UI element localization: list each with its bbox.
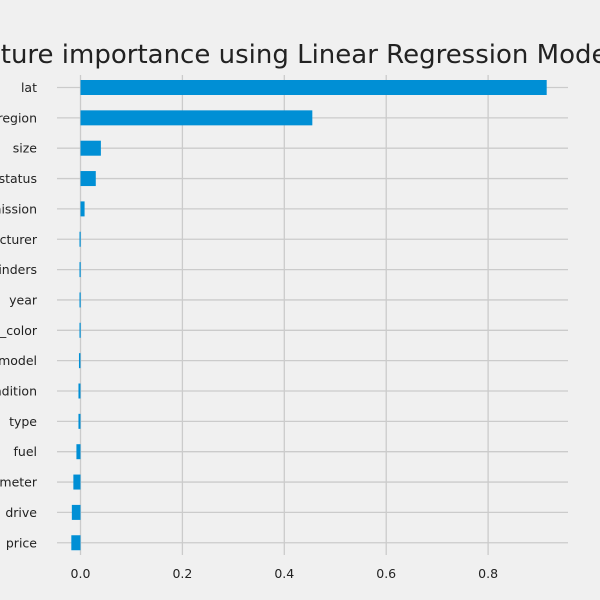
bar-year [79, 292, 81, 308]
chart-title: Feature importance using Linear Regressi… [0, 40, 600, 70]
bar-paint-color [79, 322, 81, 338]
y-tick-label: paint_color [0, 323, 38, 338]
bar-size [80, 140, 101, 156]
y-tick-label: transmission [0, 201, 37, 216]
x-tick-label: 0.0 [71, 566, 91, 581]
y-tick-label: region [0, 110, 37, 125]
y-tick-label: manufacturer [0, 232, 38, 247]
bar-price [71, 535, 81, 551]
y-tick-label: size [13, 141, 38, 156]
bar-drive [71, 504, 81, 520]
bars [71, 80, 547, 551]
bar-cylinders [79, 262, 81, 278]
bar-condition [78, 383, 81, 399]
bar-fuel [76, 444, 81, 460]
bar-lat [80, 80, 547, 95]
bar-odometer [73, 474, 81, 490]
bar-region [80, 110, 313, 126]
y-tick-label: title_status [0, 171, 37, 186]
bar-manufacturer [79, 231, 81, 247]
y-tick-label: lat [21, 80, 37, 95]
bar-type [78, 413, 81, 429]
y-tick-label: model [0, 353, 37, 368]
y-tick-label: type [9, 414, 37, 429]
y-tick-label: price [6, 535, 37, 550]
y-tick-label: cylinders [0, 262, 37, 277]
grid-lines [57, 75, 568, 555]
y-tick-label: year [9, 292, 38, 307]
x-tick-label: 0.2 [172, 566, 192, 581]
bar-title-status [80, 171, 96, 187]
y-tick-label: odometer [0, 475, 38, 490]
x-tick-label: 0.8 [478, 566, 498, 581]
y-tick-label: fuel [14, 444, 38, 459]
y-tick-label: condition [0, 384, 37, 399]
y-tick-label: drive [5, 505, 37, 520]
x-tick-label: 0.6 [376, 566, 396, 581]
x-tick-label: 0.4 [274, 566, 294, 581]
x-tick-labels: 0.0 0.2 0.4 0.6 0.8 [71, 566, 499, 581]
bar-transmission [80, 201, 85, 217]
bar-model [78, 353, 81, 369]
y-tick-labels: lat region size title_status transmission man… [0, 80, 38, 550]
